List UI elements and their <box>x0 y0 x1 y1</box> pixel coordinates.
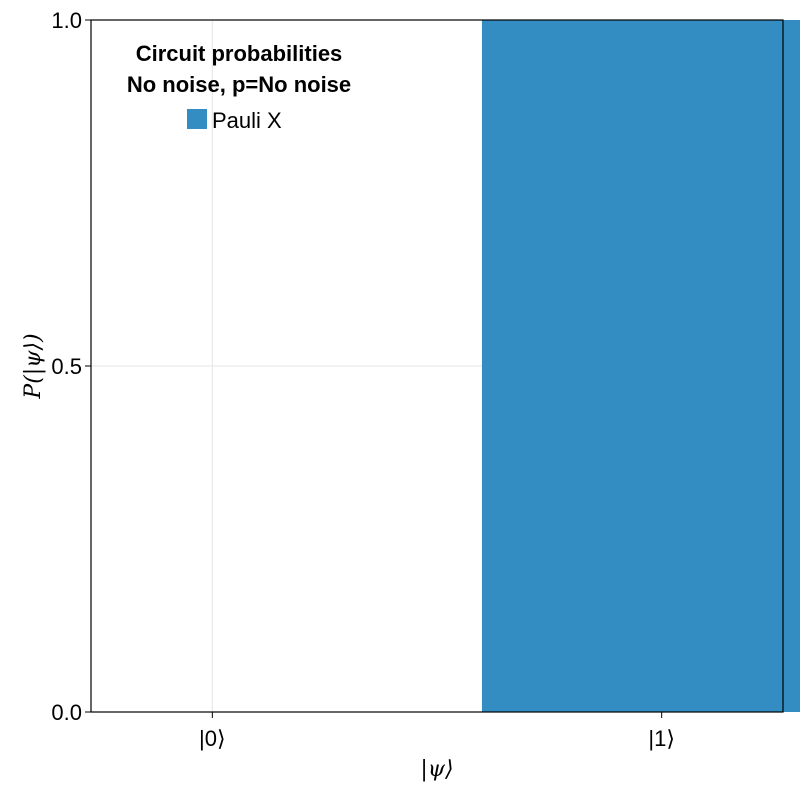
x-axis-ticks: |0⟩ |1⟩ <box>199 712 675 751</box>
legend-title-line2: No noise, p=No noise <box>127 72 351 97</box>
x-tick-label: |0⟩ <box>199 726 226 751</box>
legend: Circuit probabilities No noise, p=No noi… <box>127 41 351 133</box>
bars-group <box>481 20 800 712</box>
y-axis-label: P(|ψ⟩) <box>21 333 46 399</box>
x-tick-label: |1⟩ <box>648 726 675 751</box>
y-tick-label: 0.0 <box>51 700 82 725</box>
y-axis-ticks: 0.0 0.5 1.0 <box>51 8 91 725</box>
legend-swatch <box>187 109 207 129</box>
bar <box>481 20 800 712</box>
y-tick-label: 0.5 <box>51 354 82 379</box>
x-axis-label: |ψ⟩ <box>420 757 453 782</box>
y-tick-label: 1.0 <box>51 8 82 33</box>
legend-entry-label: Pauli X <box>212 108 282 133</box>
legend-title-line1: Circuit probabilities <box>136 41 343 66</box>
